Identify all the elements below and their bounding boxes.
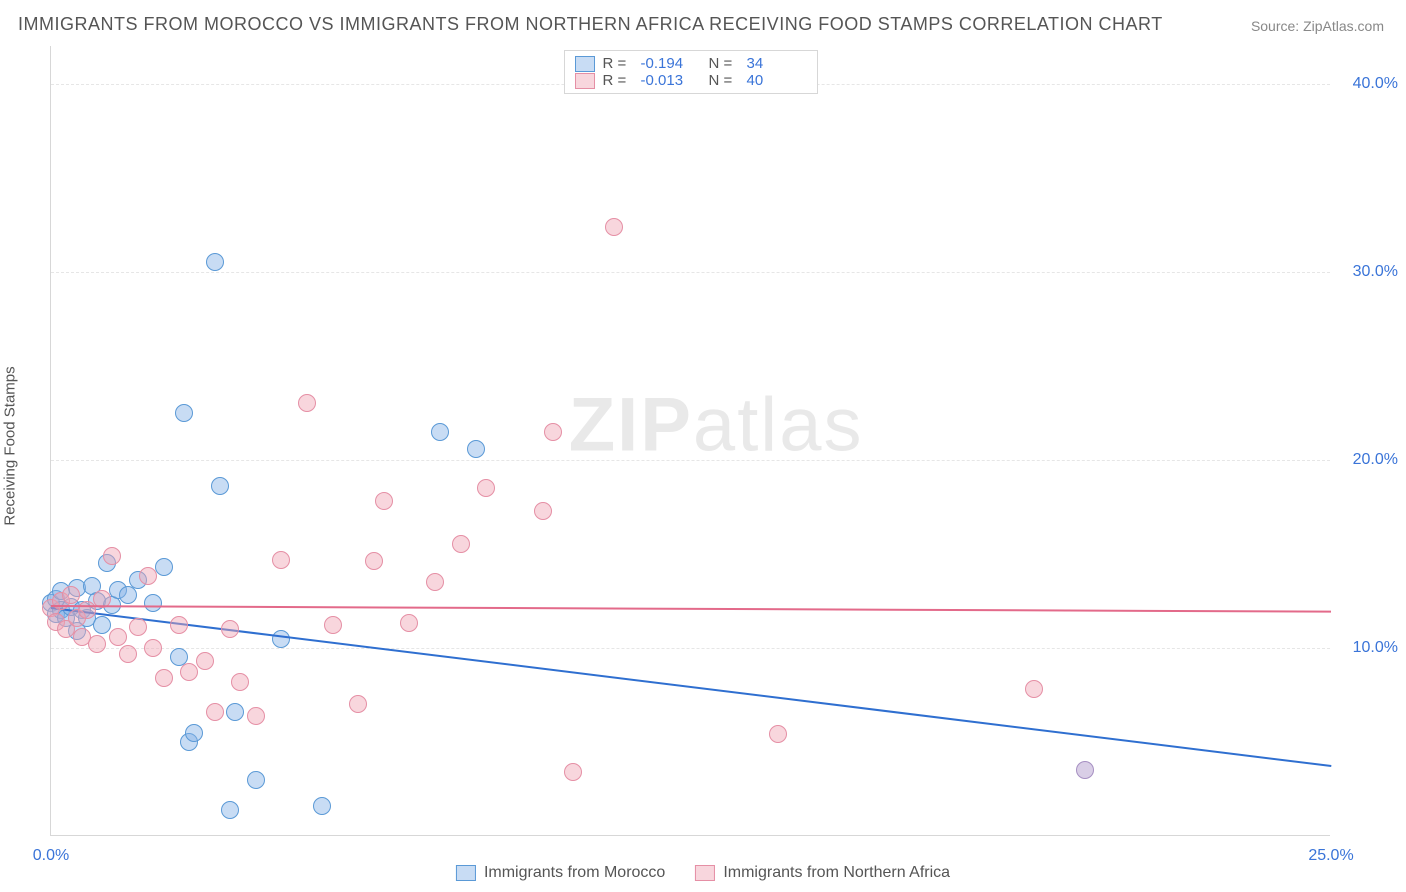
data-point bbox=[109, 628, 127, 646]
data-point bbox=[349, 695, 367, 713]
data-point bbox=[196, 652, 214, 670]
watermark: ZIPatlas bbox=[569, 381, 864, 468]
legend-swatch-1 bbox=[575, 56, 595, 72]
data-point bbox=[226, 703, 244, 721]
legend-swatch-b1 bbox=[456, 865, 476, 881]
data-point bbox=[170, 616, 188, 634]
data-point bbox=[313, 797, 331, 815]
data-point bbox=[247, 707, 265, 725]
plot-area: ZIPatlas R = -0.194 N = 34 R = -0.013 N … bbox=[50, 46, 1330, 836]
data-point bbox=[119, 645, 137, 663]
source-label: Source: ZipAtlas.com bbox=[1251, 18, 1384, 34]
data-point bbox=[769, 725, 787, 743]
data-point bbox=[544, 423, 562, 441]
data-point bbox=[206, 703, 224, 721]
data-point bbox=[534, 502, 552, 520]
y-axis-label: Receiving Food Stamps bbox=[2, 366, 19, 525]
trend-line bbox=[51, 605, 1331, 613]
data-point bbox=[564, 763, 582, 781]
data-point bbox=[78, 601, 96, 619]
chart-title: IMMIGRANTS FROM MOROCCO VS IMMIGRANTS FR… bbox=[18, 14, 1163, 35]
data-point bbox=[272, 630, 290, 648]
data-point bbox=[206, 253, 224, 271]
x-tick-label: 25.0% bbox=[1308, 847, 1353, 865]
data-point bbox=[231, 673, 249, 691]
data-point bbox=[247, 771, 265, 789]
data-point bbox=[144, 639, 162, 657]
data-point bbox=[185, 724, 203, 742]
source-link[interactable]: ZipAtlas.com bbox=[1303, 18, 1384, 34]
data-point bbox=[467, 440, 485, 458]
data-point bbox=[605, 218, 623, 236]
data-point bbox=[1025, 680, 1043, 698]
data-point bbox=[119, 586, 137, 604]
legend-label-2: Immigrants from Northern Africa bbox=[723, 864, 950, 882]
x-tick-label: 0.0% bbox=[33, 847, 69, 865]
data-point bbox=[431, 423, 449, 441]
data-point bbox=[175, 404, 193, 422]
y-tick-label: 30.0% bbox=[1340, 263, 1398, 281]
gridline bbox=[51, 460, 1330, 461]
data-point bbox=[221, 620, 239, 638]
data-point bbox=[400, 614, 418, 632]
data-point bbox=[272, 551, 290, 569]
legend-swatch-b2 bbox=[695, 865, 715, 881]
legend-bottom: Immigrants from Morocco Immigrants from … bbox=[456, 864, 950, 882]
data-point bbox=[180, 663, 198, 681]
data-point bbox=[144, 594, 162, 612]
data-point bbox=[139, 567, 157, 585]
y-tick-label: 40.0% bbox=[1340, 75, 1398, 93]
legend-swatch-2 bbox=[575, 73, 595, 89]
data-point bbox=[298, 394, 316, 412]
gridline bbox=[51, 272, 1330, 273]
data-point bbox=[129, 618, 147, 636]
data-point bbox=[365, 552, 383, 570]
legend-label-1: Immigrants from Morocco bbox=[484, 864, 665, 882]
data-point bbox=[62, 586, 80, 604]
data-point bbox=[103, 547, 121, 565]
data-point bbox=[155, 558, 173, 576]
data-point bbox=[88, 635, 106, 653]
data-point bbox=[426, 573, 444, 591]
y-tick-label: 20.0% bbox=[1340, 451, 1398, 469]
data-point bbox=[1076, 761, 1094, 779]
legend-stats: R = -0.194 N = 34 R = -0.013 N = 40 bbox=[564, 50, 818, 94]
data-point bbox=[477, 479, 495, 497]
gridline bbox=[51, 648, 1330, 649]
data-point bbox=[155, 669, 173, 687]
y-tick-label: 10.0% bbox=[1340, 639, 1398, 657]
data-point bbox=[324, 616, 342, 634]
data-point bbox=[452, 535, 470, 553]
data-point bbox=[375, 492, 393, 510]
data-point bbox=[221, 801, 239, 819]
data-point bbox=[211, 477, 229, 495]
